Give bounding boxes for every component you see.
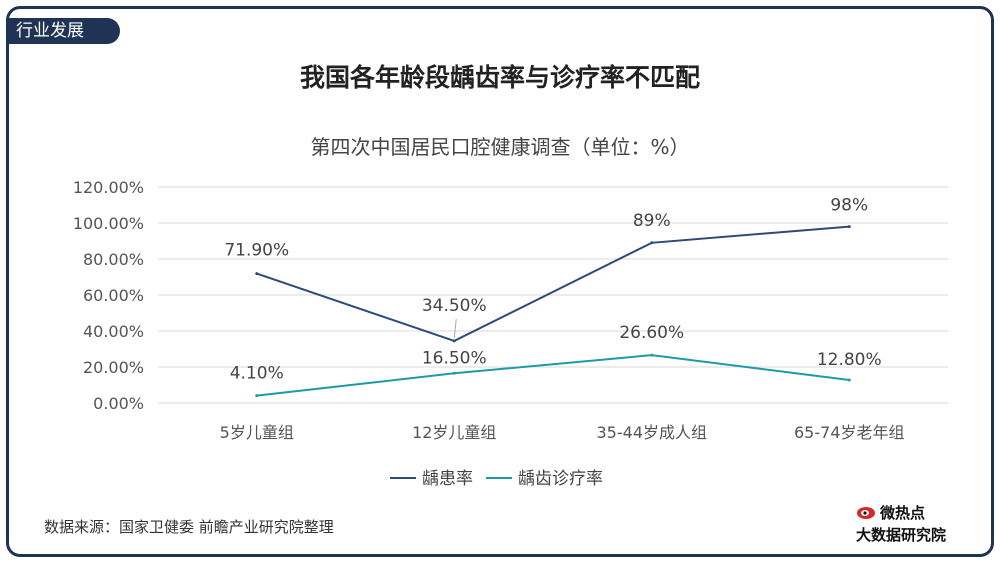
section-tag: 行业发展 bbox=[6, 18, 120, 44]
data-label: 12.80% bbox=[817, 350, 882, 370]
data-point bbox=[847, 378, 851, 382]
chart-title: 第四次中国居民口腔健康调查（单位：%） bbox=[310, 135, 689, 159]
label-leader-line bbox=[453, 318, 457, 338]
y-tick-label: 100.00% bbox=[73, 214, 144, 233]
y-tick-label: 0.00% bbox=[93, 394, 144, 413]
logo-line1: 微热点 bbox=[880, 504, 926, 522]
data-label: 34.50% bbox=[422, 296, 487, 316]
x-tick-label: 65-74岁老年组 bbox=[794, 423, 905, 442]
y-tick-label: 40.00% bbox=[83, 322, 144, 341]
series-line-1 bbox=[256, 225, 850, 342]
page-title: 我国各年龄段龋齿率与诊疗率不匹配 bbox=[299, 63, 700, 92]
data-point bbox=[650, 353, 654, 357]
slide-frame bbox=[6, 6, 994, 557]
logo-line2: 大数据研究院 bbox=[856, 526, 947, 544]
x-tick-label: 35-44岁成人组 bbox=[597, 423, 708, 442]
x-tick-label: 5岁儿童组 bbox=[220, 423, 294, 442]
legend-label-1: 龋患率 bbox=[422, 469, 473, 489]
data-point bbox=[452, 371, 456, 375]
y-tick-label: 80.00% bbox=[83, 250, 144, 269]
y-tick-label: 120.00% bbox=[73, 178, 144, 197]
data-label: 89% bbox=[633, 211, 671, 231]
data-point bbox=[650, 241, 654, 245]
data-label: 98% bbox=[830, 196, 868, 216]
y-tick-label: 20.00% bbox=[83, 358, 144, 377]
brand-logo: 微热点 大数据研究院 bbox=[856, 502, 976, 548]
legend-label-2: 龋齿诊疗率 bbox=[518, 469, 603, 489]
data-point bbox=[847, 225, 851, 229]
data-label: 26.60% bbox=[619, 323, 684, 343]
data-label: 4.10% bbox=[230, 364, 284, 384]
data-label: 16.50% bbox=[422, 348, 487, 368]
series-line-2 bbox=[256, 354, 850, 397]
x-tick-label: 12岁儿童组 bbox=[412, 423, 496, 442]
data-label: 71.90% bbox=[224, 241, 289, 261]
weibo-eye-icon bbox=[857, 507, 875, 519]
data-point bbox=[452, 339, 456, 343]
y-tick-label: 60.00% bbox=[83, 286, 144, 305]
data-point bbox=[255, 272, 259, 276]
source-note: 数据来源：国家卫健委 前瞻产业研究院整理 bbox=[44, 518, 334, 536]
data-point bbox=[255, 394, 259, 398]
